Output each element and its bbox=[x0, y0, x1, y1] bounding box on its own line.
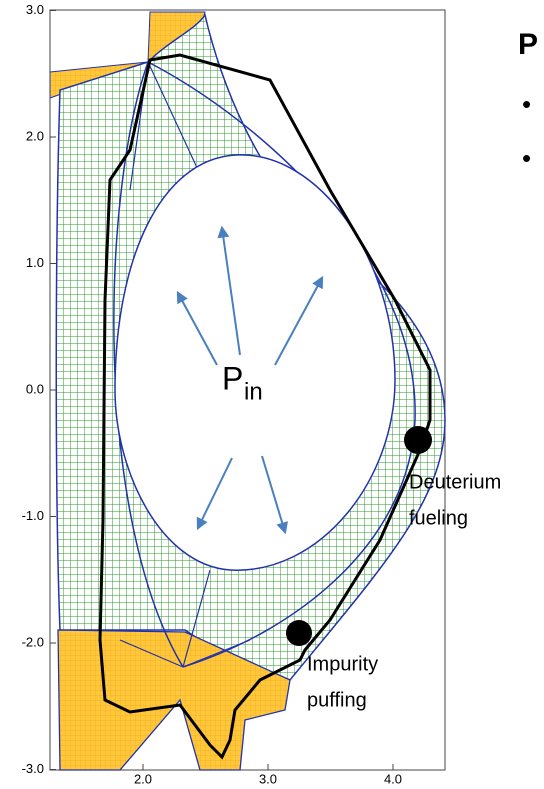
side-bullet: • bbox=[522, 143, 531, 173]
y-tick-label: -3.0 bbox=[22, 761, 44, 776]
x-tick-label: 4.0 bbox=[384, 771, 402, 786]
y-tick-label: -1.0 bbox=[22, 508, 44, 523]
y-tick-label: 2.0 bbox=[26, 128, 44, 143]
y-tick-label: 1.0 bbox=[26, 255, 44, 270]
fueling-point bbox=[404, 426, 432, 454]
y-tick-label: 3.0 bbox=[26, 2, 44, 17]
figure: P in Deuterium fueling Impurity puffing … bbox=[0, 0, 544, 789]
fueling-label: Deuterium bbox=[409, 471, 501, 493]
x-tick-label: 3.0 bbox=[259, 771, 277, 786]
side-bullet: • bbox=[522, 89, 531, 119]
puffing-label: Impurity bbox=[307, 653, 378, 675]
power-symbol: P bbox=[222, 360, 243, 396]
y-tick-label: 0.0 bbox=[26, 381, 44, 396]
power-subscript: in bbox=[244, 378, 263, 405]
puffing-point bbox=[286, 620, 312, 646]
x-tick-label: 2.0 bbox=[134, 771, 152, 786]
y-tick-label: -2.0 bbox=[22, 634, 44, 649]
side-heading: P bbox=[518, 28, 538, 61]
puffing-label: puffing bbox=[307, 689, 367, 711]
fueling-label: fueling bbox=[409, 507, 468, 529]
